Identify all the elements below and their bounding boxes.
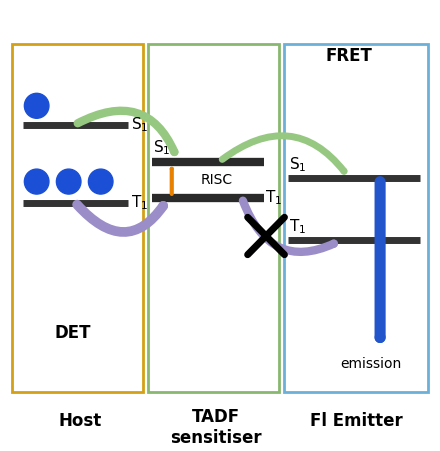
Text: emission: emission <box>341 356 402 370</box>
Text: RISC: RISC <box>200 173 232 187</box>
Text: T$_1$: T$_1$ <box>265 188 282 207</box>
Text: DET: DET <box>55 323 92 341</box>
Text: S$_1$: S$_1$ <box>290 155 307 173</box>
FancyArrowPatch shape <box>77 205 163 233</box>
Text: T$_1$: T$_1$ <box>132 193 149 211</box>
FancyArrowPatch shape <box>78 111 174 153</box>
Text: S$_1$: S$_1$ <box>132 115 149 133</box>
Text: Host: Host <box>58 411 101 429</box>
FancyArrowPatch shape <box>222 137 344 172</box>
Text: S$_1$: S$_1$ <box>153 138 171 156</box>
Text: FRET: FRET <box>325 47 372 65</box>
Bar <box>11 45 143 392</box>
Text: Fl Emitter: Fl Emitter <box>310 411 402 429</box>
Circle shape <box>88 170 113 195</box>
Bar <box>148 45 279 392</box>
Text: T$_1$: T$_1$ <box>290 217 307 235</box>
Bar <box>284 45 429 392</box>
Circle shape <box>24 170 49 195</box>
Circle shape <box>56 170 81 195</box>
Circle shape <box>24 94 49 119</box>
FancyArrowPatch shape <box>243 201 334 252</box>
Text: TADF
sensitiser: TADF sensitiser <box>170 408 261 446</box>
